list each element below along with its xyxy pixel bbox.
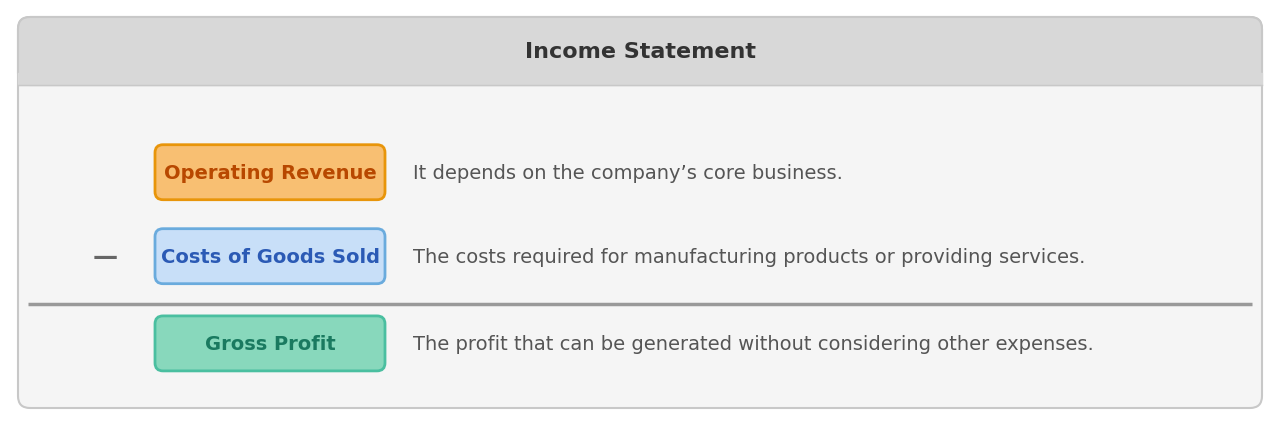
Text: The costs required for manufacturing products or providing services.: The costs required for manufacturing pro… [413, 247, 1085, 266]
Text: Costs of Goods Sold: Costs of Goods Sold [160, 247, 379, 266]
Text: It depends on the company’s core business.: It depends on the company’s core busines… [413, 163, 842, 182]
Text: Gross Profit: Gross Profit [205, 334, 335, 353]
Text: Income Statement: Income Statement [525, 42, 755, 62]
FancyBboxPatch shape [155, 145, 385, 200]
FancyBboxPatch shape [155, 229, 385, 284]
Text: —: — [92, 245, 118, 268]
FancyBboxPatch shape [18, 18, 1262, 408]
Text: The profit that can be generated without considering other expenses.: The profit that can be generated without… [413, 334, 1093, 353]
Text: Operating Revenue: Operating Revenue [164, 163, 376, 182]
FancyBboxPatch shape [18, 18, 1262, 86]
FancyBboxPatch shape [155, 316, 385, 371]
